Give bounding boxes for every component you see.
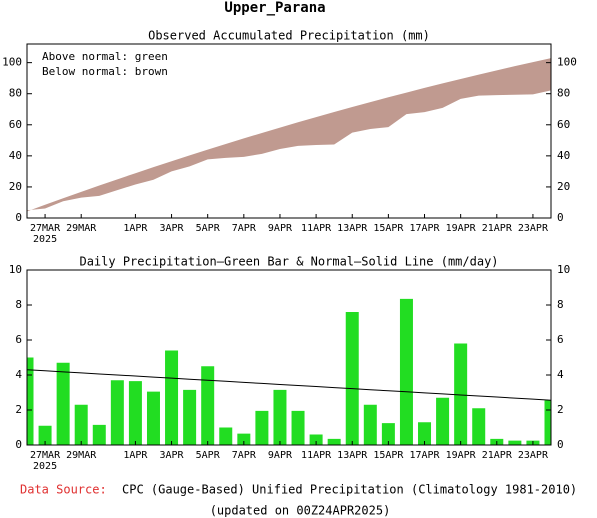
x-tick-label: 7APR (232, 450, 257, 461)
bar (165, 350, 179, 445)
annotation: Above normal: green (42, 50, 168, 63)
x-tick-label: 3APR (160, 450, 185, 461)
bar (399, 298, 413, 445)
bar (472, 408, 486, 445)
bar (92, 424, 106, 445)
y2-tick-label: 0 (557, 438, 564, 451)
plot-frame (26, 43, 552, 219)
deficit-band (27, 58, 551, 212)
x-tick-label: 29MAR (66, 450, 97, 461)
normal-line (27, 369, 551, 401)
x-tick-label: 11APR (301, 450, 332, 461)
bar (273, 389, 287, 445)
x-tick-label: 13APR (337, 223, 368, 234)
bar (508, 440, 522, 445)
x-tick-label: 9APR (268, 450, 293, 461)
x-tick-label: 11APR (301, 223, 332, 234)
y2-tick-label: 2 (557, 403, 564, 416)
y-tick-label: 0 (15, 438, 22, 451)
bar (219, 427, 233, 445)
bar (381, 423, 395, 445)
plot (27, 58, 551, 212)
y-tick-label: 20 (9, 180, 22, 193)
x-tick-label: 1APR (123, 223, 148, 234)
plot-frame (26, 269, 552, 446)
y-tick-label: 40 (9, 149, 22, 162)
bar (327, 438, 341, 445)
y-tick-label: 4 (15, 368, 22, 381)
bar (27, 357, 34, 445)
x-year-label: 2025 (33, 234, 57, 245)
y-tick-label: 6 (15, 333, 22, 346)
bar (255, 410, 269, 445)
x-tick-label: 13APR (337, 450, 368, 461)
x-tick-label: 23APR (518, 450, 549, 461)
y-tick-label: 10 (9, 263, 22, 276)
x-tick-label: 21APR (482, 450, 513, 461)
x-tick-label: 15APR (373, 450, 404, 461)
x-tick-label: 1APR (123, 450, 148, 461)
bar (146, 391, 160, 445)
bar (110, 380, 124, 445)
x-tick-label: 27MAR (30, 223, 61, 234)
bar (309, 434, 323, 445)
x-tick-label: 3APR (160, 223, 185, 234)
bar (74, 404, 88, 445)
y2-tick-label: 60 (557, 118, 570, 131)
bar (454, 343, 468, 445)
x-tick-label: 5APR (196, 223, 221, 234)
y2-tick-label: 6 (557, 333, 564, 346)
y-tick-label: 0 (15, 211, 22, 224)
source-label: Data Source: (20, 483, 107, 497)
x-tick-label: 9APR (268, 223, 293, 234)
x-tick-label: 19APR (446, 223, 477, 234)
x-year-label: 2025 (33, 461, 57, 472)
plot (27, 298, 551, 445)
y-tick-label: 80 (9, 87, 22, 100)
bar (237, 433, 251, 445)
updated: (updated on 00Z24APR2025) (210, 504, 391, 518)
y2-tick-label: 80 (557, 87, 570, 100)
bar (183, 389, 197, 445)
y-tick-label: 8 (15, 298, 22, 311)
x-tick-label: 17APR (409, 450, 440, 461)
x-tick-label: 19APR (446, 450, 477, 461)
y2-tick-label: 100 (557, 56, 577, 69)
y2-tick-label: 4 (557, 368, 564, 381)
y2-tick-label: 10 (557, 263, 570, 276)
x-tick-label: 21APR (482, 223, 513, 234)
y2-tick-label: 20 (557, 180, 570, 193)
bar (128, 381, 142, 445)
x-tick-label: 15APR (373, 223, 404, 234)
x-tick-label: 5APR (196, 450, 221, 461)
bar (201, 366, 215, 445)
panel-title: Daily Precipitation—Green Bar & Normal—S… (79, 255, 498, 269)
bar (38, 425, 52, 445)
bar (291, 410, 305, 445)
y2-tick-label: 0 (557, 211, 564, 224)
bar (418, 422, 432, 445)
bar (544, 400, 551, 445)
annotation: Below normal: brown (42, 65, 168, 78)
bar (363, 404, 377, 445)
bar (345, 312, 359, 445)
x-tick-label: 27MAR (30, 450, 61, 461)
y2-tick-label: 8 (557, 298, 564, 311)
panel-title: Observed Accumulated Precipitation (mm) (148, 29, 430, 43)
x-tick-label: 17APR (409, 223, 440, 234)
y-tick-label: 60 (9, 118, 22, 131)
bar (56, 362, 70, 445)
page-title: Upper_Parana (224, 0, 325, 16)
x-tick-label: 7APR (232, 223, 257, 234)
y-tick-label: 100 (2, 56, 22, 69)
x-tick-label: 23APR (518, 223, 549, 234)
source: CPC (Gauge-Based) Unified Precipitation … (122, 483, 577, 497)
y2-tick-label: 40 (557, 149, 570, 162)
y-tick-label: 2 (15, 403, 22, 416)
bar (436, 397, 450, 445)
x-tick-label: 29MAR (66, 223, 97, 234)
